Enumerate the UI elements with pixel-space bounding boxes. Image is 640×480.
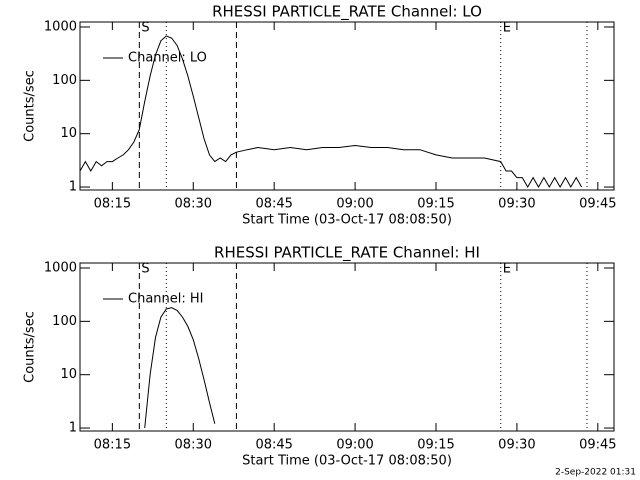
x-tick-label: 08:15 <box>94 197 131 212</box>
x-tick-label: 09:15 <box>417 438 454 453</box>
y-tick-label: 100 <box>52 73 77 88</box>
y-tick-label: 1000 <box>44 19 77 34</box>
y-tick-label: 1 <box>69 421 77 436</box>
x-tick-label: 09:45 <box>579 438 616 453</box>
x-tick-label: 08:15 <box>94 438 131 453</box>
y-tick-label: 10 <box>60 367 77 382</box>
x-tick-label: 08:45 <box>255 197 292 212</box>
y-tick-label: 1000 <box>44 260 77 275</box>
x-tick-label: 09:00 <box>336 197 373 212</box>
chart-title: RHESSI PARTICLE_RATE Channel: LO <box>212 3 482 22</box>
x-axis-label: Start Time (03-Oct-17 08:08:50) <box>242 213 452 228</box>
y-tick-label: 100 <box>52 314 77 329</box>
chart-title: RHESSI PARTICLE_RATE Channel: HI <box>214 244 480 263</box>
y-tick-label: 1 <box>69 180 77 195</box>
y-axis-label: Counts/sec <box>23 70 38 142</box>
annotation: S <box>141 21 149 36</box>
x-tick-label: 08:30 <box>175 197 212 212</box>
plot-frame <box>79 262 615 432</box>
x-tick-label: 09:30 <box>498 438 535 453</box>
x-tick-label: 09:45 <box>579 197 616 212</box>
legend-label: Channel: HI <box>128 292 204 307</box>
x-tick-label: 08:45 <box>255 438 292 453</box>
x-tick-label: 09:00 <box>336 438 373 453</box>
legend-label: Channel: LO <box>128 51 207 66</box>
x-tick-label: 08:30 <box>175 438 212 453</box>
x-tick-label: 09:30 <box>498 197 535 212</box>
plot-frame <box>79 21 615 191</box>
data-line <box>79 35 583 189</box>
y-axis-label: Counts/sec <box>23 311 38 383</box>
annotation: E <box>503 21 511 36</box>
y-tick-label: 10 <box>60 126 77 141</box>
x-tick-label: 09:15 <box>417 197 454 212</box>
footer: 2-Sep-2022 01:31 <box>555 468 636 478</box>
x-axis-label: Start Time (03-Oct-17 08:08:50) <box>242 454 452 469</box>
annotation: S <box>141 262 149 277</box>
data-line <box>144 307 216 429</box>
annotation: E <box>503 262 511 277</box>
